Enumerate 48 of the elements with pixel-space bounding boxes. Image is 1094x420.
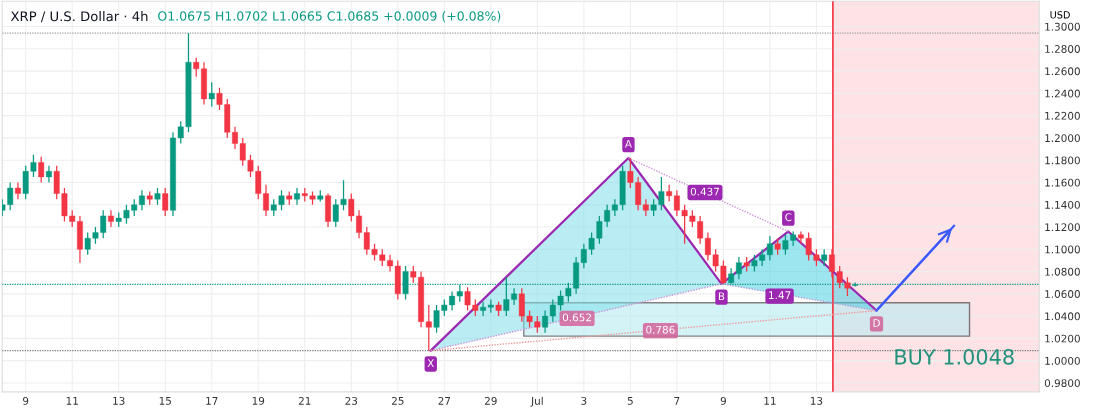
y-tick-label: 1.2200 (1045, 111, 1080, 120)
annotation: 0.437 (690, 187, 719, 196)
y-tick-label: 0.9800 (1044, 379, 1080, 388)
y-tick-label: 1.1000 (1045, 245, 1080, 254)
annotation: BUY 1.0048 (895, 348, 1014, 365)
annotation: A (624, 139, 632, 148)
x-tick-label: Jul (530, 396, 543, 407)
x-tick-label: 25 (391, 396, 404, 405)
annotation: X (427, 359, 434, 367)
x-tick-label: 19 (252, 396, 265, 405)
y-tick-label: 1.0400 (1045, 312, 1080, 321)
annotation: 0.652 (562, 313, 591, 322)
y-tick-label: 1.1800 (1045, 156, 1080, 165)
x-tick-label: 13 (113, 396, 125, 405)
x-tick-label: 17 (206, 397, 218, 405)
y-tick-label: 1.2800 (1045, 45, 1080, 53)
x-tick-label: 27 (438, 396, 451, 405)
x-tick-label: 29 (484, 396, 497, 405)
annotation: B (718, 292, 725, 301)
x-tick-label: 7 (674, 397, 680, 405)
x-tick-label: 9 (23, 396, 29, 405)
y-axis-title: USD (1050, 11, 1070, 19)
x-tick-label: 9 (720, 396, 726, 405)
x-tick-label: 21 (298, 396, 311, 405)
y-tick-label: 1.1200 (1045, 223, 1080, 232)
x-tick-label: 11 (66, 397, 78, 405)
annotation: 0.786 (646, 325, 675, 334)
y-tick-label: 1.2600 (1045, 67, 1080, 76)
x-tick-label: 15 (159, 397, 171, 405)
annotation: 1.47 (769, 291, 791, 299)
x-tick-label: 3 (581, 396, 587, 405)
y-tick-label: 1.0000 (1045, 356, 1080, 365)
annotation: D (873, 319, 880, 327)
y-tick-label: 1.1600 (1045, 178, 1080, 187)
x-tick-label: 23 (345, 396, 358, 405)
y-tick-label: 1.2400 (1045, 89, 1080, 98)
y-tick-label: 1.2000 (1045, 134, 1080, 143)
text: XRP / U.S. Dollar · 4h (10, 11, 148, 23)
text: O1.0675 H1.0702 L1.0665 C1.0685 +0.0009 (+0.08%) (158, 11, 501, 23)
y-tick-label: 1.0200 (1045, 334, 1080, 343)
y-tick-label: 1.0800 (1045, 267, 1080, 276)
annotation: C (785, 213, 792, 222)
x-tick-label: 13 (810, 396, 823, 405)
x-tick-label: 11 (764, 397, 776, 405)
y-tick-label: 1.3000 (1045, 22, 1080, 31)
x-tick-label: 5 (627, 397, 633, 405)
y-tick-label: 1.1400 (1045, 200, 1080, 209)
y-tick-label: 1.0600 (1045, 290, 1080, 298)
